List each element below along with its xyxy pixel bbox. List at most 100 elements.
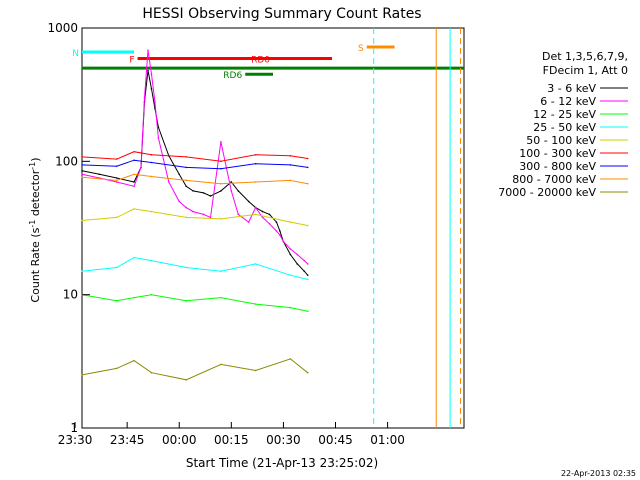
legend-header-line2: FDecim 1, Att 0 xyxy=(543,64,628,77)
series-3 xyxy=(81,256,309,281)
x-tick-label: 01:00 xyxy=(370,433,405,447)
data-point xyxy=(247,200,250,203)
flag-label-s: S xyxy=(358,44,364,54)
data-point xyxy=(254,263,257,265)
legend-label: 50 - 100 keV xyxy=(526,134,596,147)
data-point xyxy=(150,210,153,213)
legend-label: 3 - 6 keV xyxy=(547,82,596,95)
x-axis-ticks: 23:30 23:45 00:00 00:15 00:30 00:45 01:00 xyxy=(58,422,405,447)
series-2 xyxy=(81,293,309,313)
data-point xyxy=(115,299,118,302)
data-point xyxy=(115,179,118,182)
data-point xyxy=(254,181,257,183)
data-point xyxy=(306,274,309,276)
data-point xyxy=(282,240,285,243)
data-point xyxy=(185,378,187,381)
y-axis-label-mid: detector xyxy=(29,169,42,219)
data-point xyxy=(81,173,83,176)
data-point xyxy=(220,270,222,272)
data-point xyxy=(230,181,233,183)
data-point xyxy=(185,156,187,158)
data-point xyxy=(81,169,83,172)
x-tick-label: 00:45 xyxy=(318,433,353,447)
data-point xyxy=(237,190,240,192)
y-axis-ticks: 1 10 100 1000 xyxy=(47,21,90,435)
y-axis-label-main: Count Rate (s xyxy=(29,227,42,302)
x-axis-label: Start Time (21-Apr-13 23:25:02) xyxy=(186,456,378,470)
legend-label: 25 - 50 keV xyxy=(533,121,596,134)
data-point xyxy=(150,293,153,296)
data-point xyxy=(115,177,118,179)
series-line-8 xyxy=(81,358,309,381)
data-point xyxy=(192,210,194,213)
plot-frame xyxy=(81,27,465,429)
data-point xyxy=(289,253,292,256)
legend-label: 7000 - 20000 keV xyxy=(498,186,596,199)
data-point xyxy=(140,166,142,169)
y-axis-label-sup1: -1 xyxy=(28,220,37,228)
data-point xyxy=(133,159,135,161)
data-point xyxy=(306,157,309,160)
y-axis-label-sup2: -1 xyxy=(28,162,37,170)
data-point xyxy=(185,206,187,209)
data-point xyxy=(296,253,299,256)
series-5 xyxy=(81,150,309,163)
series-line-6 xyxy=(81,159,308,170)
series-line-3 xyxy=(81,256,308,280)
data-point xyxy=(185,216,187,219)
data-point xyxy=(254,213,257,216)
series-line-4 xyxy=(81,208,308,226)
data-point xyxy=(306,224,309,227)
data-point xyxy=(143,96,146,99)
data-point xyxy=(254,206,257,209)
data-point xyxy=(247,221,250,223)
legend-label: 100 - 300 keV xyxy=(519,147,596,160)
data-point xyxy=(202,192,205,194)
data-point xyxy=(289,306,292,309)
data-point xyxy=(275,221,278,223)
data-point xyxy=(178,200,181,203)
data-point xyxy=(133,150,135,153)
x-tick-label: 23:30 xyxy=(58,433,93,447)
data-point xyxy=(115,367,118,370)
legend-label: 6 - 12 keV xyxy=(540,95,596,108)
data-point xyxy=(254,303,257,305)
flag-label-rd6: RD6 xyxy=(223,71,242,81)
data-point xyxy=(81,164,83,166)
series-8 xyxy=(81,358,309,381)
data-point xyxy=(150,153,153,156)
data-point xyxy=(150,73,153,76)
data-point xyxy=(303,270,306,272)
flag-label-f: F xyxy=(129,56,134,66)
x-tick-label: 00:00 xyxy=(162,433,197,447)
data-point xyxy=(185,185,187,188)
series-line-5 xyxy=(81,151,308,162)
data-point xyxy=(261,210,264,213)
data-point xyxy=(220,141,222,143)
y-tick-label: 10 xyxy=(63,288,78,302)
series-line-1 xyxy=(81,50,309,265)
legend: Det 1,3,5,6,7,9, FDecim 1, Att 0 3 - 6 k… xyxy=(498,50,628,199)
data-point xyxy=(289,274,292,276)
data-point xyxy=(220,363,222,366)
legend-label: 12 - 25 keV xyxy=(533,108,596,121)
legend-label: 300 - 800 keV xyxy=(519,160,596,173)
flag-label-rd0: RD0 xyxy=(251,56,270,66)
y-tick-label: 1 xyxy=(70,421,78,435)
series-1 xyxy=(81,49,309,265)
data-point xyxy=(150,161,153,164)
data-point xyxy=(98,173,101,176)
data-point xyxy=(220,182,222,185)
data-point xyxy=(289,164,292,166)
data-point xyxy=(268,223,271,225)
x-tick-label: 00:15 xyxy=(214,433,249,447)
data-point xyxy=(230,190,233,192)
data-point xyxy=(209,216,212,219)
data-point xyxy=(154,100,156,103)
series-line-0 xyxy=(81,70,309,276)
data-point xyxy=(268,213,271,216)
data-point xyxy=(220,190,222,192)
data-point xyxy=(185,179,187,182)
data-point xyxy=(306,182,309,185)
data-point xyxy=(275,230,278,232)
